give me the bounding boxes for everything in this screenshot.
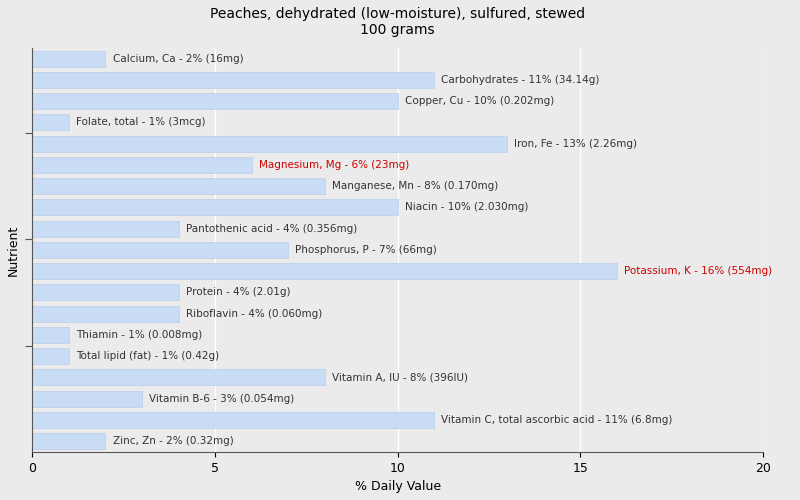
Bar — [33, 370, 325, 386]
Text: Thiamin - 1% (0.008mg): Thiamin - 1% (0.008mg) — [76, 330, 202, 340]
Text: Calcium, Ca - 2% (16mg): Calcium, Ca - 2% (16mg) — [113, 54, 243, 64]
Bar — [33, 72, 434, 88]
Text: Pantothenic acid - 4% (0.356mg): Pantothenic acid - 4% (0.356mg) — [186, 224, 357, 234]
Bar — [33, 136, 507, 152]
Text: Copper, Cu - 10% (0.202mg): Copper, Cu - 10% (0.202mg) — [405, 96, 554, 106]
Text: Vitamin B-6 - 3% (0.054mg): Vitamin B-6 - 3% (0.054mg) — [150, 394, 294, 404]
Bar — [33, 327, 69, 343]
Bar — [33, 348, 69, 364]
Text: Carbohydrates - 11% (34.14g): Carbohydrates - 11% (34.14g) — [442, 75, 600, 85]
Bar — [33, 93, 398, 109]
X-axis label: % Daily Value: % Daily Value — [354, 480, 441, 493]
Bar — [33, 412, 434, 428]
Bar — [33, 433, 106, 449]
Title: Peaches, dehydrated (low-moisture), sulfured, stewed
100 grams: Peaches, dehydrated (low-moisture), sulf… — [210, 7, 585, 37]
Bar — [33, 50, 106, 66]
Text: Niacin - 10% (2.030mg): Niacin - 10% (2.030mg) — [405, 202, 528, 212]
Bar — [33, 157, 251, 173]
Bar — [33, 263, 617, 279]
Text: Magnesium, Mg - 6% (23mg): Magnesium, Mg - 6% (23mg) — [259, 160, 409, 170]
Bar — [33, 178, 325, 194]
Bar — [33, 114, 69, 130]
Y-axis label: Nutrient: Nutrient — [7, 224, 20, 276]
Text: Riboflavin - 4% (0.060mg): Riboflavin - 4% (0.060mg) — [186, 308, 322, 318]
Text: Folate, total - 1% (3mcg): Folate, total - 1% (3mcg) — [76, 118, 206, 128]
Bar — [33, 220, 178, 236]
Text: Potassium, K - 16% (554mg): Potassium, K - 16% (554mg) — [624, 266, 772, 276]
Text: Vitamin A, IU - 8% (396IU): Vitamin A, IU - 8% (396IU) — [332, 372, 468, 382]
Text: Vitamin C, total ascorbic acid - 11% (6.8mg): Vitamin C, total ascorbic acid - 11% (6.… — [442, 415, 673, 425]
Bar — [33, 306, 178, 322]
Text: Phosphorus, P - 7% (66mg): Phosphorus, P - 7% (66mg) — [295, 245, 437, 255]
Text: Zinc, Zn - 2% (0.32mg): Zinc, Zn - 2% (0.32mg) — [113, 436, 234, 446]
Bar — [33, 200, 398, 216]
Bar — [33, 242, 288, 258]
Bar — [33, 284, 178, 300]
Text: Iron, Fe - 13% (2.26mg): Iron, Fe - 13% (2.26mg) — [514, 138, 638, 148]
Text: Manganese, Mn - 8% (0.170mg): Manganese, Mn - 8% (0.170mg) — [332, 181, 498, 191]
Text: Protein - 4% (2.01g): Protein - 4% (2.01g) — [186, 288, 290, 298]
Text: Total lipid (fat) - 1% (0.42g): Total lipid (fat) - 1% (0.42g) — [76, 351, 219, 361]
Bar — [33, 390, 142, 406]
